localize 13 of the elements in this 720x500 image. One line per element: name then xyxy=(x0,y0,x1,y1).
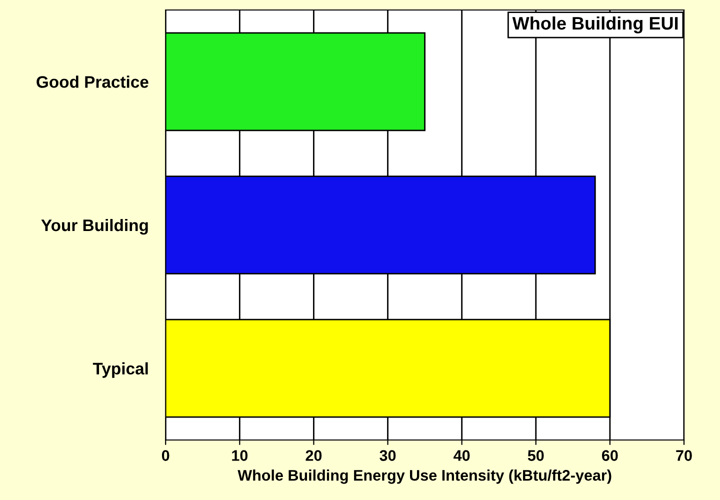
x-tick-label: 70 xyxy=(676,450,692,461)
x-tick-label: 0 xyxy=(162,450,170,461)
y-tick-label: Good Practice xyxy=(36,76,148,88)
x-tick-label: 30 xyxy=(380,450,396,461)
y-tick-label: Your Building xyxy=(41,218,148,235)
x-tick-label: 10 xyxy=(232,450,248,461)
x-tick-label: 50 xyxy=(528,450,544,461)
x-tick-label: 20 xyxy=(306,450,322,461)
x-tick-label: 40 xyxy=(454,450,470,461)
x-axis-title: Whole Building Energy Use Intensity (kBtu/ft2-year) xyxy=(238,470,612,484)
y-tick-label: Typical xyxy=(92,362,148,378)
x-tick-label: 60 xyxy=(602,450,618,461)
chart-title: Whole Building EUI xyxy=(512,16,678,34)
